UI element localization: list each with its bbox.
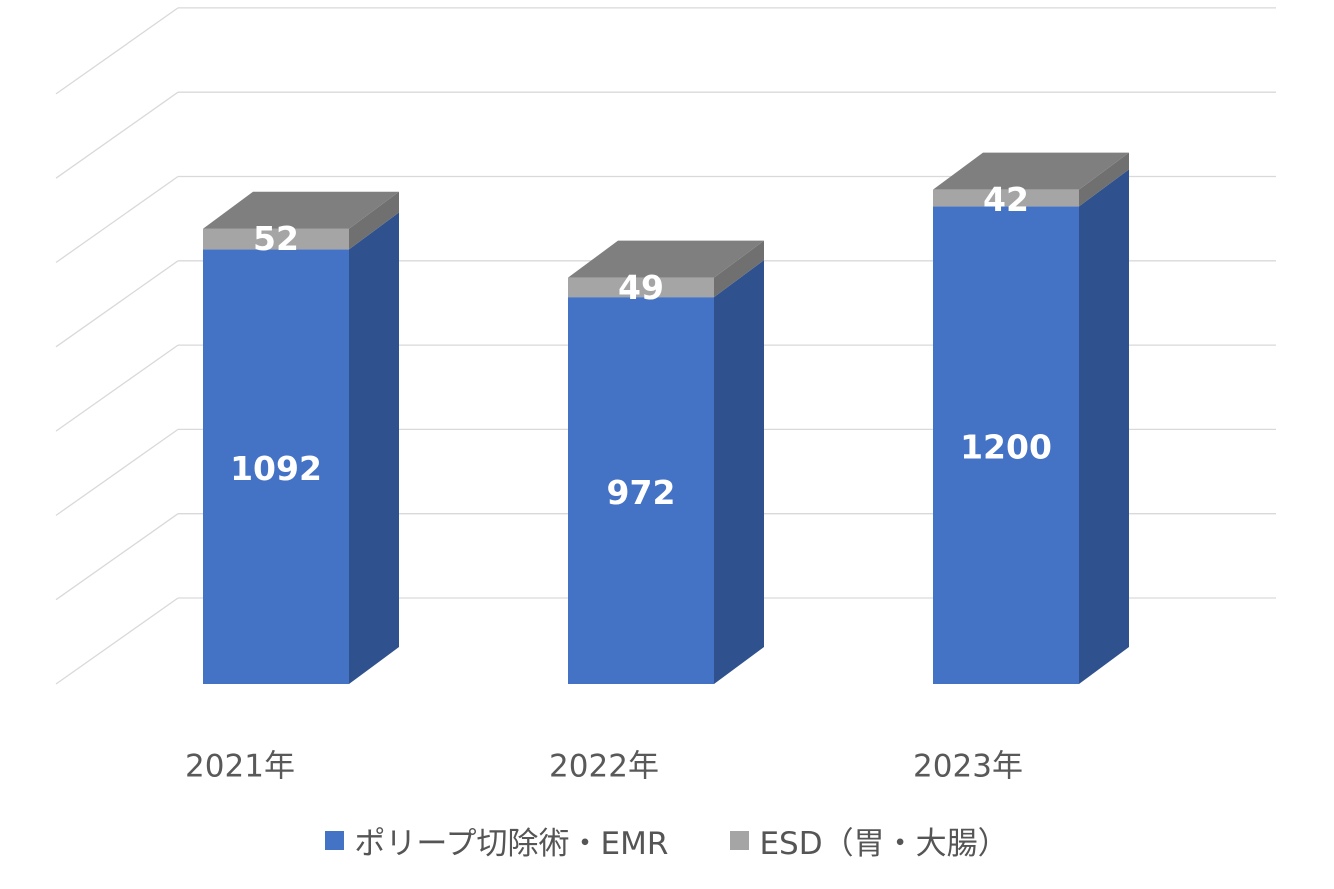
category-label: 2021年 [185,749,295,785]
bar-side-esd [349,191,399,250]
data-label-emr: 1200 [960,428,1052,467]
bar-side-emr [1079,169,1129,684]
legend-swatch-gray [730,831,750,850]
bar-top [203,191,399,229]
bar-esd [933,189,1079,207]
legend-label-polypectomy-emr: ポリープ切除術・EMR [354,826,669,862]
bar-top [568,240,764,278]
gridline-wall [55,175,179,264]
data-label-esd: 42 [983,180,1029,219]
gridline-wall [55,428,179,516]
gridline-wall [55,513,179,601]
gridline-wall [55,344,179,432]
legend-item-polypectomy-emr: ポリープ切除術・EMR [325,818,668,863]
legend: ポリープ切除術・EMR ESD（胃・大腸） [0,818,1334,863]
bar-side-emr [714,260,764,684]
bar-esd [568,277,714,298]
category-label: 2023年 [913,749,1023,785]
data-label-esd: 52 [253,219,299,258]
legend-item-esd: ESD（胃・大腸） [730,818,1009,863]
category-label: 2022年 [549,749,659,785]
bar-top [933,152,1129,190]
bar-emr [568,297,714,684]
bar-side-esd [714,240,764,298]
bar-emr [933,206,1079,684]
bar-esd [203,228,349,250]
data-label-emr: 972 [607,473,676,512]
legend-label-esd: ESD（胃・大腸） [759,826,1009,862]
bar-side-emr [349,212,399,684]
gridline-wall [55,260,179,348]
bar-emr [203,249,349,684]
gridline-wall [55,91,179,179]
legend-swatch-blue [325,831,345,850]
data-label-emr: 1092 [230,449,322,488]
data-label-esd: 49 [618,268,664,307]
gridline-wall [55,597,179,685]
gridline-wall [55,7,179,95]
bar-side-esd [1079,152,1129,207]
